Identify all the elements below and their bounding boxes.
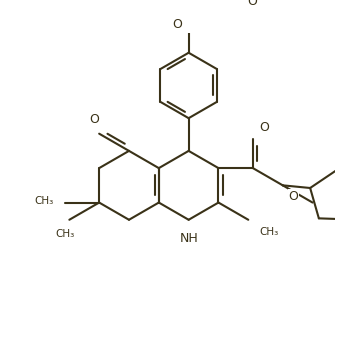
Text: O: O bbox=[247, 0, 257, 8]
Text: CH₃: CH₃ bbox=[35, 196, 54, 206]
Text: O: O bbox=[259, 121, 269, 134]
Text: O: O bbox=[89, 113, 99, 126]
Text: O: O bbox=[172, 18, 182, 31]
Text: O: O bbox=[288, 190, 298, 203]
Text: NH: NH bbox=[179, 233, 198, 245]
Text: CH₃: CH₃ bbox=[55, 229, 74, 239]
Text: CH₃: CH₃ bbox=[259, 227, 278, 237]
